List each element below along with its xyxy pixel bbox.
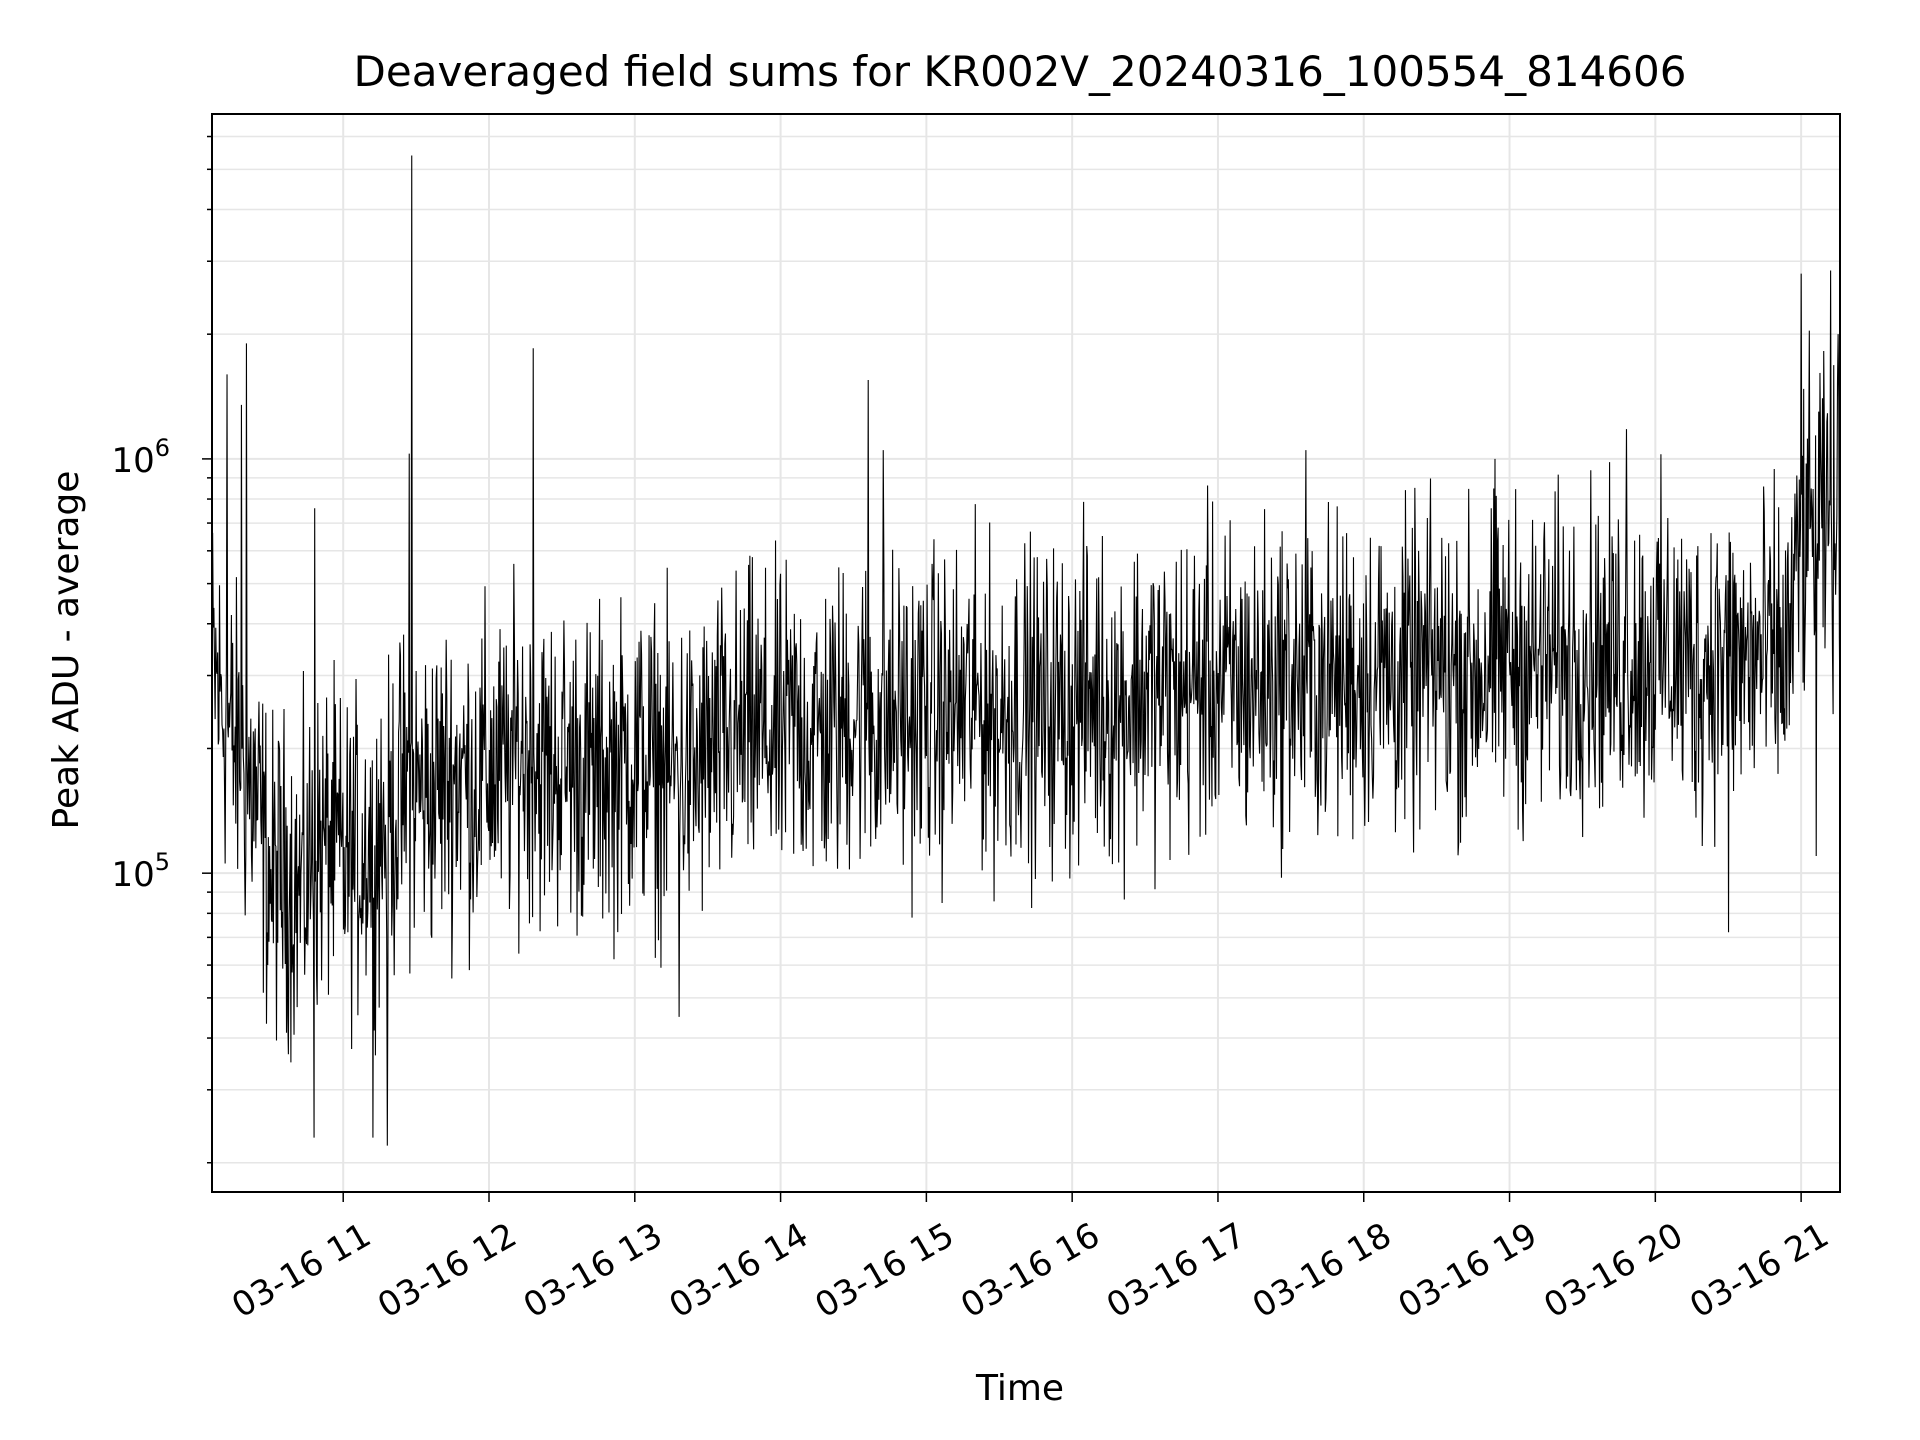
y-tick-label: 105 (111, 848, 170, 895)
y-axis-label: Peak ADU - average (46, 471, 87, 830)
series-line (211, 155, 1841, 1146)
y-tick-label: 106 (111, 434, 170, 481)
plot-frame (211, 113, 1841, 1193)
series (211, 155, 1841, 1146)
chart-title: Deaveraged field sums for KR002V_2024031… (354, 47, 1687, 96)
x-axis-label: Time (975, 1368, 1064, 1409)
